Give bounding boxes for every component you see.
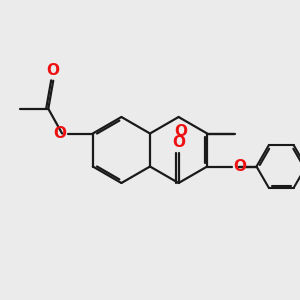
Text: O: O: [233, 159, 246, 174]
Text: O: O: [172, 135, 185, 150]
Text: O: O: [174, 124, 187, 139]
Text: O: O: [47, 63, 60, 78]
Text: O: O: [54, 126, 67, 141]
